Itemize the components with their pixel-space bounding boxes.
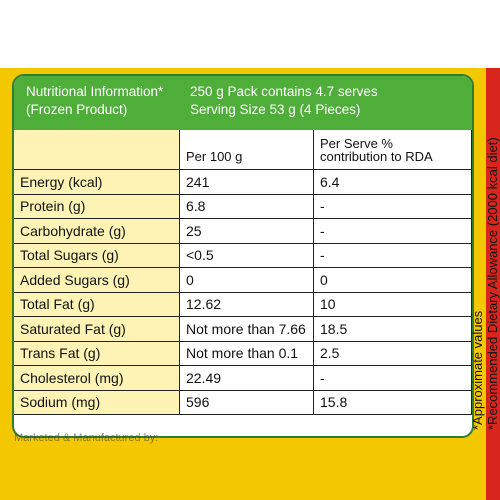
nutrient-name: Sodium (mg) (14, 390, 180, 415)
nutrient-per100: Not more than 0.1 (180, 341, 314, 366)
nutrient-name: Total Sugars (g) (14, 243, 180, 268)
column-header-per-serve: Per Serve % contribution to RDA (314, 130, 472, 170)
nutrient-rda: - (314, 219, 472, 244)
column-header-per-serve-line1: Per Serve % (320, 136, 393, 151)
nutrient-rda: 2.5 (314, 341, 472, 366)
manufacturer-footer: Marketed & Manufactured by: (14, 432, 159, 444)
footnote-approximate: *Approximate values (470, 310, 485, 430)
nutrient-per100: 6.8 (180, 194, 314, 219)
nutrient-rda: 18.5 (314, 317, 472, 342)
nutrient-rda: 0 (314, 268, 472, 293)
footnotes: *Approximate values *Recommended Dietary… (470, 137, 500, 430)
nutrient-per100: 596 (180, 390, 314, 415)
nutrition-header: Nutritional Information* (Frozen Product… (14, 76, 472, 130)
nutrient-per100: 12.62 (180, 292, 314, 317)
serving-size: Serving Size 53 g (4 Pieces) (190, 102, 361, 117)
nutrient-name: Saturated Fat (g) (14, 317, 180, 342)
nutrient-name: Added Sugars (g) (14, 268, 180, 293)
package-top-background (0, 0, 500, 70)
nutrient-per100: 22.49 (180, 366, 314, 391)
nutrient-name: Energy (kcal) (14, 170, 180, 195)
nutrient-name: Total Fat (g) (14, 292, 180, 317)
nutrition-subtitle: (Frozen Product) (26, 102, 128, 117)
pack-info: 250 g Pack contains 4.7 serves (190, 84, 378, 99)
nutrient-rda: 15.8 (314, 390, 472, 415)
table-header-blank (14, 130, 180, 170)
nutrient-per100: 25 (180, 219, 314, 244)
nutrient-name: Protein (g) (14, 194, 180, 219)
nutrient-per100: <0.5 (180, 243, 314, 268)
nutrient-rda: - (314, 366, 472, 391)
column-header-per-serve-line2: contribution to RDA (320, 149, 433, 164)
nutrient-rda: 10 (314, 292, 472, 317)
nutrition-title: Nutritional Information* (26, 84, 164, 99)
nutrient-name: Trans Fat (g) (14, 341, 180, 366)
nutrient-per100: Not more than 7.66 (180, 317, 314, 342)
nutrition-panel: Nutritional Information* (Frozen Product… (12, 74, 474, 438)
nutrient-rda: - (314, 194, 472, 219)
nutrient-per100: 241 (180, 170, 314, 195)
nutrient-rda: - (314, 243, 472, 268)
column-header-per100: Per 100 g (180, 130, 314, 170)
nutrient-rda: 6.4 (314, 170, 472, 195)
footnote-rda: *Recommended Dietary Allowance (2000 kca… (485, 137, 500, 430)
nutrient-name: Carbohydrate (g) (14, 219, 180, 244)
nutrient-name: Cholesterol (mg) (14, 366, 180, 391)
nutrient-per100: 0 (180, 268, 314, 293)
package-red-stripe (486, 68, 500, 500)
